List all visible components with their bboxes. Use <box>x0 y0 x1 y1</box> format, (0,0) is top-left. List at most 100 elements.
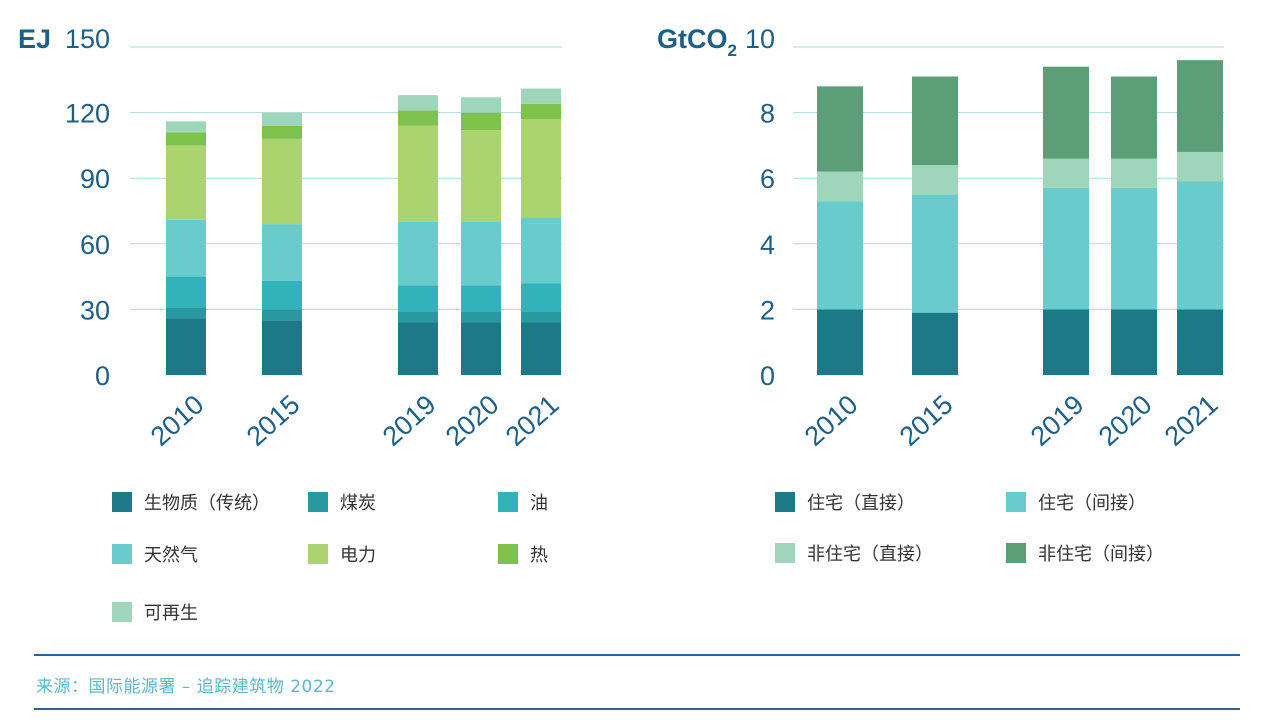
emissions-bar-segment <box>817 309 863 375</box>
energy-bar-segment <box>398 125 438 222</box>
emissions-xtick-label: 2021 <box>1159 389 1224 451</box>
legend-swatch <box>112 544 132 564</box>
emissions-bar-segment <box>1177 60 1223 152</box>
energy-bar-segment <box>262 112 302 126</box>
energy-bar-segment <box>521 322 561 375</box>
emissions-ytick-label: 6 <box>760 164 775 194</box>
energy-bar-segment <box>461 322 501 375</box>
legend-label: 油 <box>530 493 548 514</box>
legend-label: 可再生 <box>144 603 198 624</box>
emissions-bar-segment <box>1043 66 1089 159</box>
legend-item: 非住宅（间接） <box>1006 540 1164 566</box>
energy-bar-segment <box>521 217 561 284</box>
energy-bar-segment <box>461 221 501 286</box>
energy-xtick-label: 2020 <box>440 389 505 451</box>
legend-swatch <box>498 492 518 512</box>
legend-label: 热 <box>530 545 548 566</box>
emissions-bar-segment <box>1111 188 1157 310</box>
legend-item: 非住宅（直接） <box>775 540 933 566</box>
legend-item: 电力 <box>308 541 376 567</box>
energy-ytick-label: 120 <box>65 99 110 129</box>
legend-label: 煤炭 <box>340 493 376 514</box>
energy-bar-segment <box>398 110 438 126</box>
energy-bar-segment <box>398 95 438 111</box>
energy-bar-segment <box>398 285 438 312</box>
energy-bar-segment <box>262 125 302 139</box>
emissions-bar-segment <box>1111 76 1157 159</box>
emissions-bar-segment <box>817 171 863 202</box>
emissions-bar-segment <box>1177 309 1223 375</box>
emissions-ytick-label: 8 <box>760 99 775 129</box>
legend-item: 热 <box>498 541 548 567</box>
energy-bar-segment <box>521 283 561 312</box>
emissions-xtick-label: 2020 <box>1093 389 1158 451</box>
emissions-bar-segment <box>1111 309 1157 375</box>
legend-item: 生物质（传统） <box>112 489 270 515</box>
emissions-bar-segment <box>1043 158 1089 189</box>
energy-bar-segment <box>262 280 302 310</box>
energy-bar-segment <box>521 103 561 120</box>
emissions-bar-segment <box>1177 181 1223 310</box>
legend-item: 煤炭 <box>308 489 376 515</box>
emissions-xtick-label: 2019 <box>1025 389 1090 451</box>
legend-item: 油 <box>498 489 548 515</box>
energy-bar-segment <box>461 112 501 131</box>
legend-swatch <box>498 544 518 564</box>
energy-bar-segment <box>398 322 438 375</box>
emissions-xtick-label: 2010 <box>799 389 864 451</box>
legend-swatch <box>308 492 328 512</box>
legend-label: 电力 <box>340 545 376 566</box>
energy-bar-segment <box>262 309 302 321</box>
energy-bar-segment <box>461 285 501 312</box>
energy-bar-segment <box>166 145 206 220</box>
energy-xtick-label: 2015 <box>241 389 306 451</box>
legend-swatch <box>308 544 328 564</box>
emissions-chart: 0 2 4 6 8 GtCO2 10 2010 2015 2019 2020 2021 <box>657 24 1224 452</box>
energy-ytick-label: 0 <box>95 361 110 391</box>
emissions-bar-segment <box>1111 158 1157 189</box>
energy-bar-segment <box>262 224 302 281</box>
legend-item: 天然气 <box>112 541 198 567</box>
emissions-bar-segment <box>912 312 958 375</box>
legend-swatch <box>775 492 795 512</box>
emissions-ytick-label: 10 <box>745 24 775 54</box>
bottom-divider <box>34 708 1240 710</box>
energy-bar-segment <box>521 88 561 104</box>
legend-label: 非住宅（间接） <box>1038 544 1164 565</box>
emissions-bar-segment <box>817 201 863 310</box>
top-divider <box>34 654 1240 656</box>
legend-swatch <box>112 492 132 512</box>
energy-bar-segment <box>398 221 438 286</box>
emissions-bar-segment <box>1043 309 1089 375</box>
energy-bar-segment <box>166 307 206 319</box>
emissions-ytick-label: 4 <box>760 230 775 260</box>
energy-xtick-label: 2021 <box>500 389 565 451</box>
energy-bar-segment <box>262 138 302 225</box>
energy-bar-segment <box>521 311 561 323</box>
legend-item: 可再生 <box>112 599 198 625</box>
energy-xtick-label: 2010 <box>145 389 210 451</box>
legend-label: 非住宅（直接） <box>807 544 933 565</box>
emissions-unit-label: GtCO2 <box>657 24 737 60</box>
legend-swatch <box>112 602 132 622</box>
energy-bar-segment <box>166 121 206 133</box>
energy-xtick-label: 2019 <box>377 389 442 451</box>
energy-bar-segment <box>398 311 438 323</box>
legend-label: 住宅（直接） <box>807 493 915 514</box>
energy-bar-segment <box>262 320 302 375</box>
legend-label: 生物质（传统） <box>144 493 270 514</box>
emissions-bar-segment <box>912 165 958 195</box>
energy-bar-segment <box>461 311 501 323</box>
legend-label: 天然气 <box>144 545 198 566</box>
energy-bar-segment <box>521 119 561 218</box>
energy-unit-label: EJ <box>18 24 51 54</box>
emissions-bar-segment <box>912 76 958 166</box>
legend-swatch <box>1006 543 1026 563</box>
emissions-bar-segment <box>1177 151 1223 182</box>
energy-bar-segment <box>166 318 206 375</box>
energy-bar-segment <box>166 132 206 146</box>
legend-label: 住宅（间接） <box>1038 493 1146 514</box>
energy-bar-segment <box>166 276 206 308</box>
